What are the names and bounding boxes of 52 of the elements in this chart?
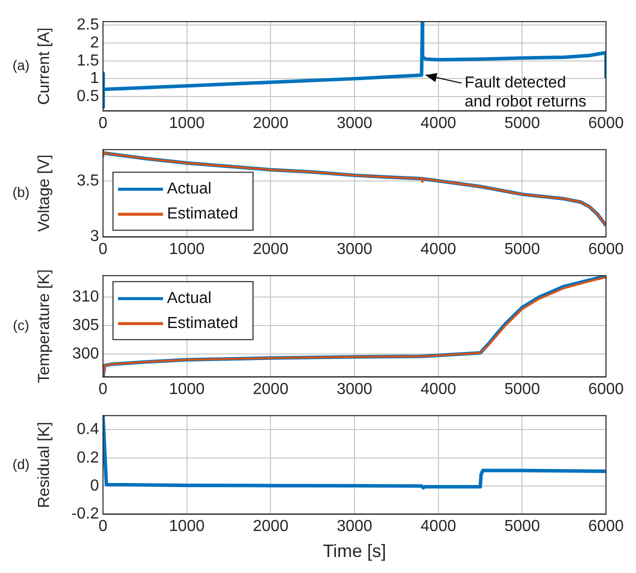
y-tick-label: 300 [72,345,100,362]
x-tick-label: 2000 [252,380,289,398]
annotation: Fault detected and robot returns [464,74,586,111]
x-tick-label: 3000 [336,380,372,398]
y-tick-label: 2.5 [76,16,100,34]
x-tick-label: 2000 [252,114,289,132]
y-tick-label: 0 [90,477,100,494]
x-tick-label: 6000 [588,518,624,536]
y-tick-label: 3.5 [76,172,100,190]
legend-label: Estimated [167,315,238,332]
x-tick-label: 5000 [504,240,540,258]
y-axis-title: Temperature [K] [36,269,54,384]
text: (c) [12,317,30,334]
x-tick-label: 3000 [336,114,372,132]
y-tick-label: 0.5 [76,88,100,105]
y-tick-label: 1.5 [76,52,100,70]
x-axis-title: Time [s] [322,541,386,562]
text: (d) [12,456,30,472]
y-tick-label: 305 [72,317,100,334]
legend-label: Actual [167,290,212,308]
y-tick-label: 0.4 [76,421,100,438]
y-tick-label: -0.2 [71,506,100,523]
x-tick-label: 1000 [169,518,205,536]
x-tick-label: 4000 [420,240,456,258]
x-tick-label: 5000 [504,518,540,536]
x-tick-label: 1000 [169,114,205,132]
x-tick-label: 5000 [504,380,540,398]
y-tick-label: 1 [90,70,100,88]
text: (b) [12,184,30,200]
text: (a) [12,57,30,74]
x-tick-label: 5000 [504,114,540,132]
x-tick-label: 6000 [588,380,624,398]
x-tick-label: 2000 [252,240,289,258]
x-tick-label: 3000 [336,240,372,258]
y-tick-label: 0.2 [76,449,100,466]
y-tick-label: 2 [90,34,100,52]
x-tick-label: 2000 [252,518,289,536]
legend-label: Actual [167,180,212,198]
x-tick-label: 1000 [169,240,205,258]
legend-label: Estimated [167,206,238,223]
y-axis-title: Current [A] [36,28,54,105]
x-tick-label: 4000 [420,380,456,398]
x-tick-label: 3000 [336,518,372,536]
y-tick-label: 3 [90,228,100,246]
x-tick-label: 4000 [420,518,456,536]
x-tick-label: 1000 [169,380,205,398]
y-axis-title: Voltage [V] [36,154,54,232]
y-axis-title: Residual [K] [36,422,54,508]
x-tick-label: 6000 [588,114,624,132]
x-tick-label: 6000 [588,240,624,258]
y-tick-label: 310 [72,288,100,306]
x-tick-label: 4000 [420,114,456,132]
